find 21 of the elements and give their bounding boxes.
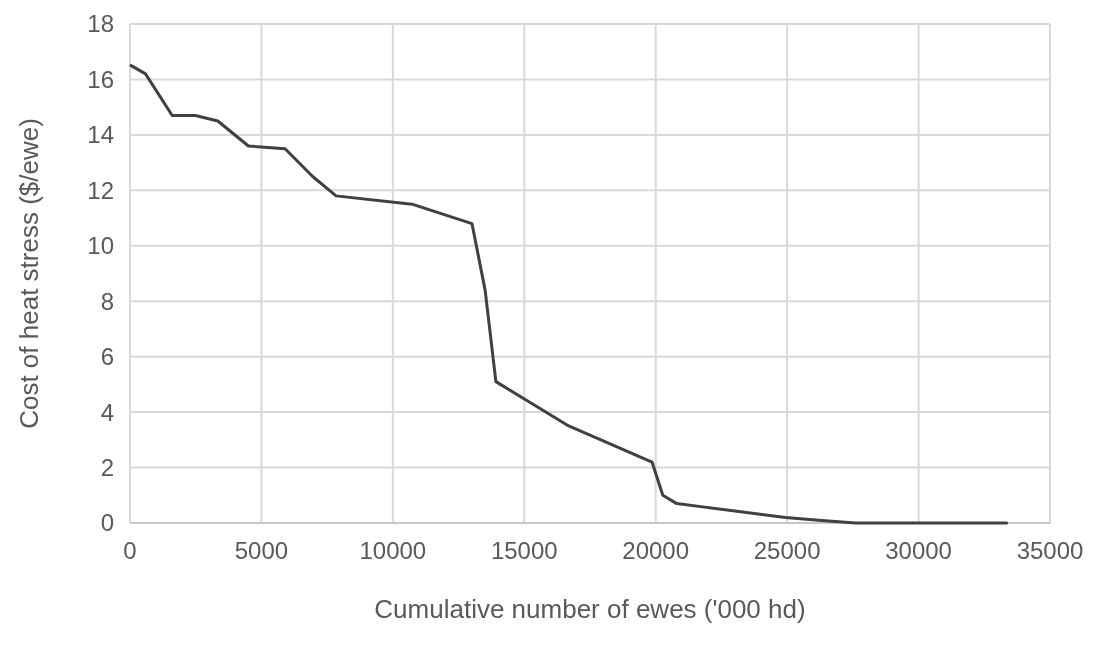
x-tick-label: 25000 [753,537,821,564]
x-tick-label: 5000 [234,537,289,564]
y-axis-title: Cost of heat stress ($/ewe) [14,118,44,429]
x-tick-label: 15000 [490,537,558,564]
y-tick-label: 14 [87,121,114,149]
x-tick-label: 10000 [359,537,427,564]
y-tick-label: 6 [100,343,114,371]
y-tick-label: 12 [87,176,114,204]
x-tick-label: 20000 [622,537,690,564]
x-axis-title: Cumulative number of ewes ('000 hd) [374,594,806,624]
y-tick-label: 16 [87,65,114,93]
x-tick-label: 30000 [885,537,952,564]
y-tick-label: 4 [100,398,114,426]
y-tick-label: 10 [87,232,114,260]
line-series [129,64,1009,525]
x-tick-label: 35000 [1016,537,1084,564]
y-tick-label: 18 [87,10,114,38]
y-tick-label: 0 [100,509,114,537]
y-tick-label: 2 [100,453,114,481]
x-tick-label: 0 [123,537,137,564]
y-tick-label: 8 [100,287,114,315]
